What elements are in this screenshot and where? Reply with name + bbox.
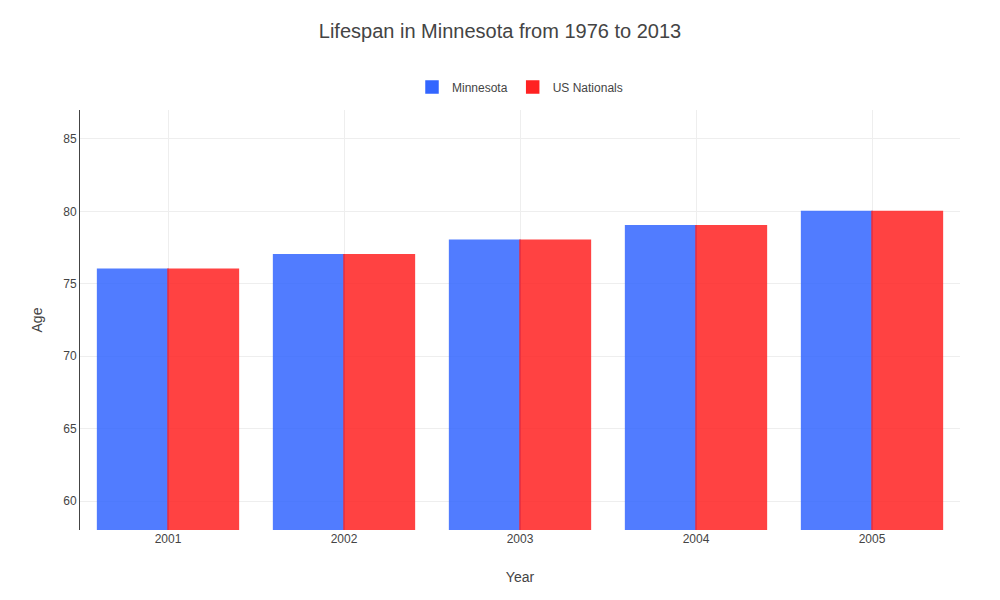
svg-text:2001: 2001 bbox=[155, 532, 182, 546]
svg-text:Minnesota: Minnesota bbox=[452, 81, 508, 95]
svg-text:Year: Year bbox=[506, 569, 535, 585]
svg-text:Lifespan in Minnesota from 197: Lifespan in Minnesota from 1976 to 2013 bbox=[319, 20, 681, 42]
svg-text:Age: Age bbox=[29, 307, 45, 332]
svg-text:85: 85 bbox=[63, 132, 77, 146]
svg-text:2004: 2004 bbox=[683, 532, 710, 546]
svg-text:75: 75 bbox=[63, 277, 77, 291]
svg-text:65: 65 bbox=[63, 422, 77, 436]
svg-text:70: 70 bbox=[63, 349, 77, 363]
svg-text:2002: 2002 bbox=[331, 532, 358, 546]
svg-text:US Nationals: US Nationals bbox=[553, 81, 623, 95]
svg-text:60: 60 bbox=[63, 494, 77, 508]
svg-text:80: 80 bbox=[63, 205, 77, 219]
svg-text:2003: 2003 bbox=[507, 532, 534, 546]
svg-text:2005: 2005 bbox=[859, 532, 886, 546]
